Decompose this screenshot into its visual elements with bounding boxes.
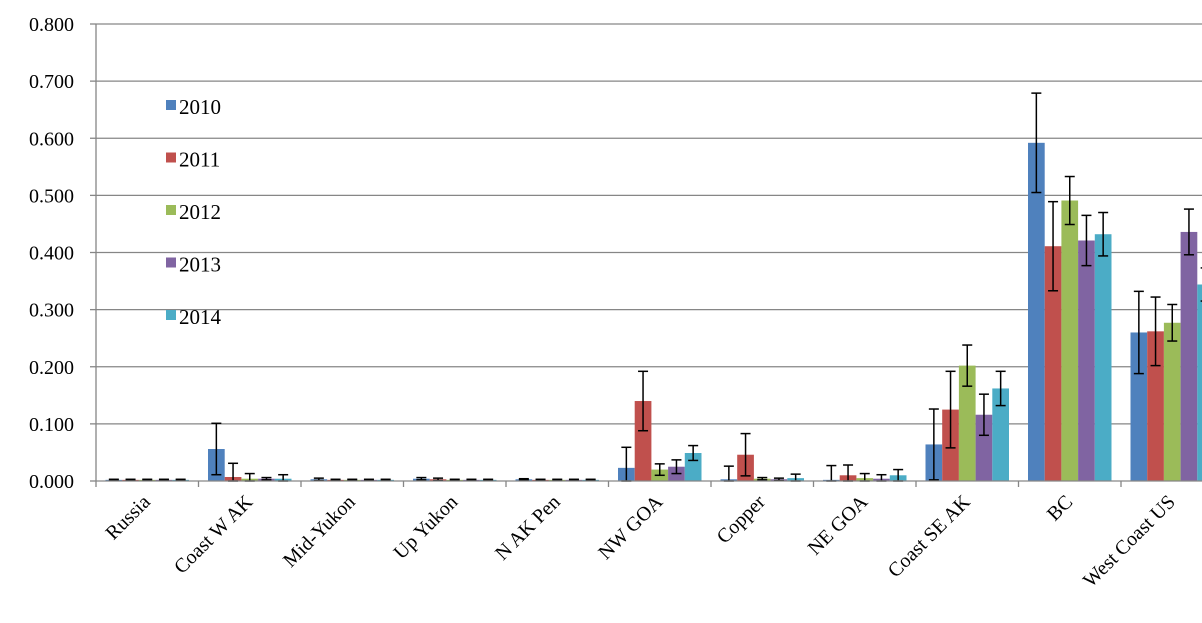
bar	[1147, 331, 1164, 481]
bar	[992, 388, 1009, 481]
axes	[90, 23, 1202, 487]
bar	[1044, 246, 1062, 481]
y-tick-label: 0.700	[29, 71, 74, 93]
bar	[1130, 332, 1148, 481]
legend-label: 2010	[179, 95, 221, 119]
y-tick-label: 0.600	[29, 128, 74, 150]
y-tick-label: 0.100	[29, 414, 74, 436]
x-tick-label: Mid-Yukon	[279, 491, 360, 572]
legend-label: 2012	[179, 200, 221, 224]
bar	[1094, 234, 1112, 481]
legend-swatch	[166, 152, 176, 163]
legend-label: 2014	[179, 305, 222, 329]
y-tick-label: 0.800	[29, 14, 74, 36]
x-tick-label: Coast W AK	[170, 491, 258, 579]
bar	[1197, 284, 1202, 481]
bar	[1061, 200, 1079, 482]
x-tick-labels: Russia Coast W AK Mid-Yukon Up Yukon N AK Pe…	[102, 491, 1180, 592]
x-tick-label: Copper	[713, 491, 770, 548]
x-tick-label: NW GOA	[594, 491, 667, 564]
bar	[958, 365, 976, 481]
legend-swatch	[166, 257, 176, 268]
y-tick-label: 0.400	[29, 243, 74, 265]
y-tick-label: 0.200	[29, 357, 74, 379]
y-tick-label: 0.300	[29, 300, 74, 322]
x-tick-label: Up Yukon	[389, 491, 462, 564]
legend: 2010 2011 2012 2013 2014	[166, 95, 222, 329]
bar	[634, 401, 652, 481]
bar	[1180, 231, 1198, 481]
gridlines	[96, 23, 1202, 425]
legend-swatch	[166, 100, 176, 110]
y-tick-labels: 0.000 0.100 0.200 0.300 0.400 0.500 0.600 0.700…	[29, 14, 74, 493]
x-tick-label: Russia	[102, 491, 155, 544]
y-tick-label: 0.000	[29, 471, 74, 493]
legend-label: 2013	[179, 253, 221, 277]
legend-swatch	[166, 310, 176, 320]
bar	[1028, 142, 1045, 481]
bar	[1078, 240, 1095, 481]
legend-label: 2011	[179, 148, 220, 172]
legend-swatch	[166, 205, 176, 215]
bar	[975, 414, 993, 481]
bars	[105, 142, 1202, 482]
bar	[1163, 322, 1181, 481]
x-tick-label: West Coast US	[1079, 491, 1180, 592]
x-tick-label: BC	[1043, 491, 1077, 525]
x-tick-label: Coast SE AK	[884, 491, 975, 582]
y-tick-label: 0.500	[29, 185, 74, 207]
x-tick-label: N AK Pen	[491, 491, 565, 565]
x-tick-label: NE GOA	[804, 491, 873, 560]
